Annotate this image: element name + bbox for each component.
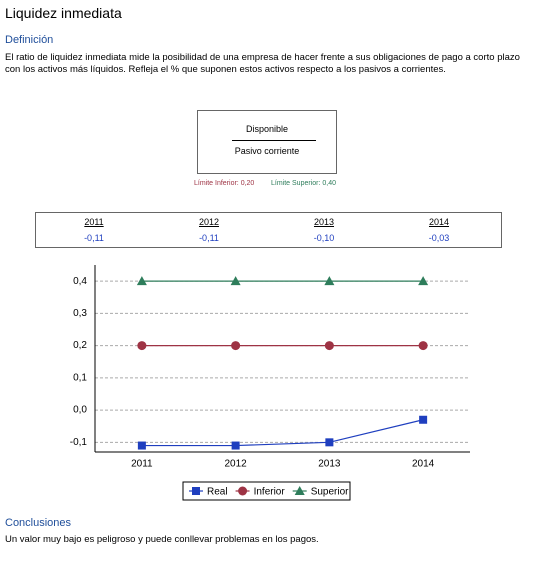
marker xyxy=(231,341,241,351)
upper-limit: Límite Superior: 0,40 xyxy=(271,180,336,187)
series-line xyxy=(141,419,424,447)
y-tick-label: 0,2 xyxy=(73,340,87,351)
legend-marker xyxy=(192,487,200,495)
y-tick-label: -0,1 xyxy=(70,437,88,448)
lower-limit-value: 0,20 xyxy=(240,180,255,187)
legend-marker xyxy=(294,486,305,495)
marker xyxy=(418,276,429,286)
lower-limit: Límite Inferior: 0,20 xyxy=(194,180,254,187)
upper-limit-value: 0,40 xyxy=(322,180,336,187)
y-tick-label: 0,3 xyxy=(73,308,87,319)
year: 2012 xyxy=(198,217,220,227)
marker xyxy=(137,341,147,351)
formula-box: Disponible Pasivo corriente xyxy=(197,110,337,174)
fraction-line xyxy=(232,140,316,141)
x-tick-label: 2012 xyxy=(225,459,248,470)
marker xyxy=(231,441,240,450)
legend-box xyxy=(182,481,351,501)
marker xyxy=(136,276,147,286)
marker xyxy=(325,438,334,447)
legend-label: Real xyxy=(207,487,228,498)
year-value: -0,11 xyxy=(84,233,104,243)
year: 2013 xyxy=(313,217,335,227)
x-tick-label: 2013 xyxy=(318,459,341,470)
year-value: -0,10 xyxy=(313,233,335,243)
legend-marker xyxy=(238,486,248,496)
lower-limit-label: Límite Inferior: xyxy=(194,180,239,187)
conclusions-heading: Conclusiones xyxy=(5,517,72,529)
definition-heading: Definición xyxy=(5,34,54,46)
year-table: 2011 -0,11 2012 -0,11 2013 -0,10 2014 -0,03 xyxy=(35,212,502,248)
chart: -0,1 0,0 0,1 0,2 0,3 0,4 2011 2012 2013 2014 Real I… xyxy=(70,265,470,501)
year: 2014 xyxy=(428,217,450,227)
y-tick-label: 0,1 xyxy=(73,372,87,383)
y-tick-label: 0,4 xyxy=(73,276,87,287)
marker xyxy=(324,341,334,351)
year-value: -0,03 xyxy=(428,233,450,243)
denominator: Pasivo corriente xyxy=(234,146,300,156)
legend-label: Superior xyxy=(311,487,349,498)
x-tick-label: 2014 xyxy=(412,459,435,470)
upper-limit-label: Límite Superior: xyxy=(271,180,321,187)
x-tick-label: 2011 xyxy=(131,459,153,470)
marker xyxy=(418,341,428,351)
marker xyxy=(137,441,146,450)
marker xyxy=(419,415,428,424)
legend-label: Inferior xyxy=(254,487,286,498)
year-value: -0,11 xyxy=(199,233,219,243)
title: Liquidez inmediata xyxy=(5,5,122,21)
marker xyxy=(324,276,335,286)
year: 2011 xyxy=(84,217,104,227)
marker xyxy=(230,276,241,286)
numerator: Disponible xyxy=(245,124,289,134)
conclusions-text: Un valor muy bajo es peligroso y puede c… xyxy=(5,534,319,545)
y-tick-label: 0,0 xyxy=(73,405,87,416)
definition-text: El ratio de liquidez inmediata mide la p… xyxy=(5,52,520,75)
